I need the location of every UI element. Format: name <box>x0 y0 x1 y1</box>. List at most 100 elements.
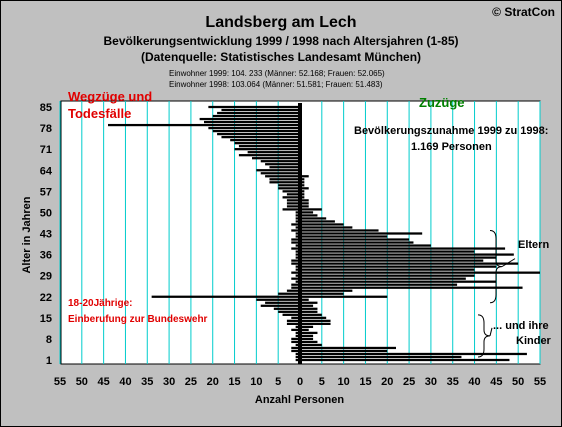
x-tick-label: 5 <box>319 376 325 388</box>
y-tick-label: 85 <box>40 102 52 114</box>
y-tick-label: 1 <box>46 355 52 367</box>
bar-outflow <box>291 349 300 353</box>
y-tick-label: 64 <box>40 165 53 177</box>
bar-outflow <box>221 108 300 112</box>
label-conscripts-line2: Einberufung zur Bundeswehr <box>68 314 208 325</box>
bar-outflow <box>286 199 300 202</box>
bar-inflow <box>300 196 305 199</box>
bar-inflow <box>300 307 318 310</box>
bar-inflow <box>300 274 475 277</box>
bar-outflow <box>291 238 300 241</box>
bar-outflow <box>295 253 300 256</box>
x-axis-label: Anzahl Personen <box>254 394 345 406</box>
bar-outflow <box>260 304 300 307</box>
bar-inflow <box>300 253 514 256</box>
bar-inflow <box>300 283 458 286</box>
bar-outflow <box>204 120 300 124</box>
x-tick-label: 45 <box>98 376 110 388</box>
bar-outflow <box>286 193 300 196</box>
bar-outflow <box>208 105 300 109</box>
bar-outflow <box>291 316 300 319</box>
bar-outflow <box>278 310 300 313</box>
bar-inflow <box>300 331 318 335</box>
bar-outflow <box>295 358 300 362</box>
bar-outflow <box>238 154 300 157</box>
bar-outflow <box>295 265 300 268</box>
bar-inflow <box>300 238 410 241</box>
bar-inflow <box>300 355 462 359</box>
label-children-line1: ... und ihre <box>493 320 549 332</box>
bar-outflow <box>286 289 300 292</box>
chart-title: Landsberg am Lech <box>205 14 357 31</box>
bar-inflow <box>300 352 527 356</box>
bar-outflow <box>269 178 300 181</box>
bar-outflow <box>295 325 300 328</box>
bar-outflow <box>286 205 300 208</box>
bar-inflow <box>300 346 396 350</box>
zero-axis <box>298 103 302 364</box>
bar-outflow <box>282 313 300 316</box>
x-tick-label: 20 <box>381 376 393 388</box>
bar-inflow <box>300 256 497 259</box>
bar-inflow <box>300 211 314 214</box>
bar-inflow <box>300 175 309 178</box>
bar-inflow <box>300 268 475 271</box>
x-tick-label: 40 <box>119 376 131 388</box>
x-tick-label: 45 <box>490 376 502 388</box>
bracket <box>477 314 491 358</box>
bar-outflow <box>295 355 300 359</box>
bar-inflow <box>300 328 309 332</box>
x-tick-label: 55 <box>534 376 546 388</box>
bar-outflow <box>108 123 300 127</box>
y-tick-label: 15 <box>40 313 52 325</box>
bar-inflow <box>300 337 314 341</box>
bar-outflow <box>278 187 300 190</box>
bar-outflow <box>273 307 300 310</box>
y-axis-label: Alter in Jahren <box>21 196 33 274</box>
brackets <box>477 229 516 358</box>
bar-outflow <box>260 160 300 163</box>
label-conscripts-line1: 18-20Jährige: <box>68 298 133 309</box>
bar-outflow <box>291 259 300 262</box>
bar-inflow <box>300 259 484 262</box>
y-tick-label: 57 <box>40 186 52 198</box>
bar-outflow <box>256 169 300 172</box>
bar-outflow <box>295 343 300 347</box>
bar-outflow <box>230 139 300 142</box>
bar-outflow <box>295 280 300 283</box>
increase-line2: 1.169 Personen <box>411 141 492 153</box>
bar-inflow <box>300 349 388 353</box>
bar-outflow <box>295 226 300 229</box>
bar-outflow <box>295 250 300 253</box>
bar-outflow <box>260 172 300 175</box>
bar-outflow <box>217 111 300 115</box>
x-tick-label: 25 <box>185 376 197 388</box>
bar-outflow <box>282 196 300 199</box>
x-tick-label: 0 <box>297 376 303 388</box>
x-tick-label: 5 <box>275 376 281 388</box>
bar-inflow <box>300 184 305 187</box>
bar-inflow <box>300 280 497 283</box>
bar-outflow <box>295 268 300 271</box>
label-inflow: Zuzüge <box>419 95 465 110</box>
bar-inflow <box>300 343 322 347</box>
increase-line1: Bevölkerungszunahme 1999 zu 1998: <box>354 125 549 137</box>
bar-outflow <box>291 241 300 244</box>
bar-outflow <box>295 211 300 214</box>
bar-inflow <box>300 316 327 319</box>
bar-outflow <box>295 331 300 335</box>
y-tick-label: 50 <box>40 207 52 219</box>
y-tick-label: 36 <box>40 250 52 262</box>
y-tick-label: 8 <box>46 334 52 346</box>
y-tick-label: 22 <box>40 292 52 304</box>
bar-outflow <box>278 184 300 187</box>
x-tick-label: 35 <box>141 376 153 388</box>
bar-inflow <box>300 262 519 265</box>
bar-outflow <box>199 117 300 121</box>
bar-outflow <box>286 202 300 205</box>
bar-inflow <box>300 271 540 274</box>
bar-inflow <box>300 325 314 328</box>
bar-outflow <box>265 175 300 178</box>
